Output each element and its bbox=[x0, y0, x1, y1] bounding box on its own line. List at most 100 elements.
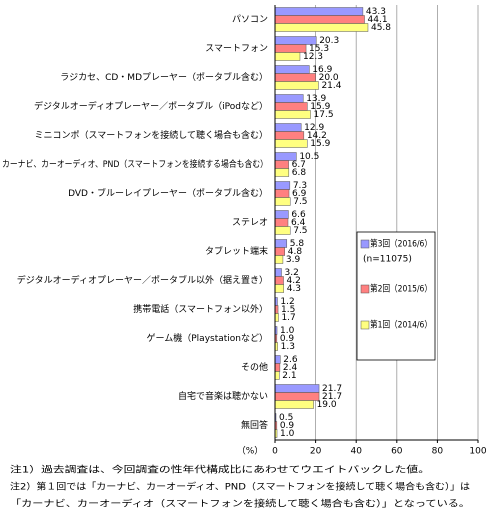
value-label: 7.3 bbox=[293, 181, 307, 191]
bar bbox=[274, 197, 291, 206]
bar bbox=[274, 226, 291, 235]
bar bbox=[274, 7, 364, 16]
note: 注2）第１回では「カーナビ、カーオーディオ、PND（スマートフォンを接続して聴く… bbox=[10, 481, 470, 493]
bar bbox=[274, 181, 291, 190]
value-label: 7.5 bbox=[293, 226, 307, 236]
value-label: 1.0 bbox=[280, 326, 295, 336]
note: 「カーナビ、カーオーディオ（スマートフォンを接続して聴く場合も含む）」となってい… bbox=[10, 498, 470, 510]
category-label: パソコン bbox=[232, 14, 268, 25]
value-label: 6.8 bbox=[292, 168, 307, 178]
legend-label: 第3回（2016/6） bbox=[370, 238, 432, 250]
legend-label: 第2回（2015/6） bbox=[370, 283, 432, 295]
value-label: 17.5 bbox=[314, 110, 334, 120]
category-label: ミニコンポ（スマートフォンを接続して聴く場合も含む） bbox=[35, 129, 268, 141]
legend-swatch bbox=[360, 239, 370, 249]
category-label: その他 bbox=[241, 361, 268, 373]
bar bbox=[274, 65, 310, 74]
category-label: カーナビ、カーオーディオ、PND（スマートフォンを接続する場合も含む） bbox=[2, 158, 268, 170]
value-label: 21.7 bbox=[322, 384, 342, 394]
legend-swatch bbox=[360, 284, 370, 294]
bar bbox=[274, 276, 284, 285]
bar bbox=[274, 94, 304, 103]
value-label: 20.0 bbox=[319, 73, 339, 83]
bar bbox=[274, 268, 282, 277]
value-label: 3.2 bbox=[284, 268, 298, 278]
value-label: 10.5 bbox=[299, 152, 319, 162]
value-label: 20.3 bbox=[319, 36, 339, 46]
bar bbox=[274, 110, 311, 119]
value-label: 7.5 bbox=[293, 197, 307, 207]
value-label: 12.9 bbox=[304, 123, 324, 133]
value-label: 15.9 bbox=[310, 102, 330, 112]
bar bbox=[274, 400, 314, 409]
category-label: ゲーム機（Playstationなど） bbox=[147, 332, 268, 344]
bar bbox=[274, 189, 290, 198]
category-label: スマートフォン bbox=[205, 44, 268, 54]
bar bbox=[274, 313, 279, 322]
bar bbox=[274, 15, 365, 24]
value-label: 15.3 bbox=[309, 44, 329, 54]
x-tick-label: 80 bbox=[432, 447, 444, 457]
bar bbox=[274, 44, 307, 53]
legend-label: 第1回（2014/6） bbox=[370, 319, 432, 331]
value-label: 6.9 bbox=[292, 189, 307, 199]
value-label: 6.7 bbox=[292, 160, 306, 170]
bar bbox=[274, 123, 302, 132]
category-label: デジタルオーディオプレーヤー／ポータブル以外（据え置き） bbox=[17, 274, 268, 286]
value-label: 19.0 bbox=[317, 400, 337, 410]
value-label: 1.3 bbox=[281, 342, 295, 352]
category-label: ステレオ bbox=[232, 217, 268, 228]
bar bbox=[274, 363, 281, 372]
bar bbox=[274, 73, 316, 82]
value-label: 1.0 bbox=[280, 429, 295, 439]
value-label: 21.4 bbox=[321, 81, 341, 91]
bar bbox=[274, 81, 319, 90]
category-label: 携帯電話（スマートフォン以外） bbox=[133, 303, 268, 315]
x-tick-label: 20 bbox=[310, 447, 322, 457]
bar bbox=[274, 284, 284, 293]
bar bbox=[274, 23, 369, 32]
note: 注1）過去調査は、今回調査の性年代構成比にあわせてウエイトバックした値。 bbox=[10, 464, 430, 476]
value-label: 2.6 bbox=[283, 355, 298, 365]
bar bbox=[274, 139, 308, 148]
x-axis-label: （%） bbox=[237, 446, 264, 457]
value-label: 13.9 bbox=[306, 94, 326, 104]
bar bbox=[274, 168, 290, 177]
legend-box bbox=[356, 231, 436, 361]
value-label: 1.2 bbox=[280, 297, 294, 307]
category-label: 無回答 bbox=[241, 419, 268, 431]
bar bbox=[274, 218, 289, 227]
value-label: 0.9 bbox=[280, 421, 295, 431]
category-label: 自宅で音楽は聴かない bbox=[178, 390, 268, 402]
x-tick-label: 0 bbox=[272, 447, 278, 457]
value-label: 15.9 bbox=[310, 139, 330, 149]
bar bbox=[274, 371, 280, 380]
bar bbox=[274, 384, 320, 393]
value-label: 4.8 bbox=[288, 247, 303, 257]
value-label: 21.7 bbox=[322, 392, 342, 402]
bar bbox=[274, 102, 308, 111]
category-label: タブレット端末 bbox=[205, 245, 268, 257]
value-label: 4.2 bbox=[287, 276, 301, 286]
value-label: 12.3 bbox=[303, 52, 323, 62]
value-label: 45.8 bbox=[371, 23, 391, 33]
value-label: 6.4 bbox=[291, 218, 306, 228]
value-label: 1.7 bbox=[281, 313, 295, 323]
bar bbox=[274, 255, 284, 264]
value-label: 6.6 bbox=[291, 210, 306, 220]
legend-note: (n=11075) bbox=[363, 255, 412, 265]
value-label: 5.8 bbox=[290, 239, 305, 249]
value-label: 16.9 bbox=[312, 65, 332, 75]
bar bbox=[274, 247, 285, 256]
x-tick-label: 100 bbox=[469, 447, 486, 457]
bar bbox=[274, 210, 289, 219]
value-label: 2.4 bbox=[283, 363, 298, 373]
category-label: ラジカセ、CD・MDプレーヤー（ポータブル含む） bbox=[60, 71, 268, 83]
value-label: 43.3 bbox=[366, 7, 386, 17]
bar bbox=[274, 355, 281, 364]
x-tick-label: 60 bbox=[391, 447, 403, 457]
value-label: 4.3 bbox=[287, 284, 301, 294]
bar bbox=[274, 392, 320, 401]
bar bbox=[274, 239, 288, 248]
